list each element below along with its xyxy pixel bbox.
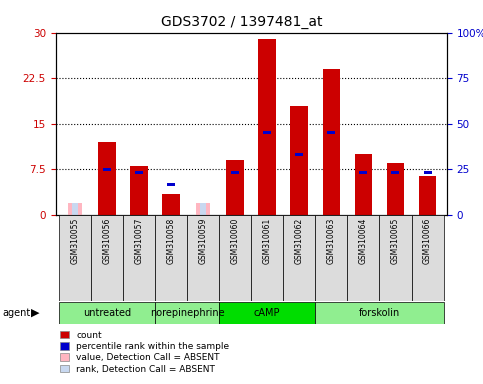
Bar (315, 302, 443, 324)
Text: ▶: ▶ (31, 308, 40, 318)
Bar (295, 153, 303, 156)
Text: GSM310060: GSM310060 (230, 218, 240, 264)
Bar (355, 154, 372, 215)
Bar (315, 215, 347, 301)
Bar (263, 131, 271, 134)
Bar (327, 131, 335, 134)
Bar (290, 106, 308, 215)
Bar (196, 203, 210, 215)
Bar (130, 166, 148, 215)
Text: GSM310056: GSM310056 (102, 218, 112, 264)
Bar (59, 215, 91, 301)
Text: untreated: untreated (83, 308, 131, 318)
Bar (123, 215, 155, 301)
Bar (283, 215, 315, 301)
Text: GSM310055: GSM310055 (71, 218, 79, 264)
Bar (219, 215, 251, 301)
Legend: count, percentile rank within the sample, value, Detection Call = ABSENT, rank, : count, percentile rank within the sample… (58, 329, 231, 376)
Bar (59, 302, 155, 324)
Bar (135, 171, 143, 174)
Text: GSM310065: GSM310065 (391, 218, 400, 264)
Text: GSM310059: GSM310059 (199, 218, 208, 264)
Bar (103, 168, 111, 171)
Text: forskolin: forskolin (359, 308, 400, 318)
Bar (187, 215, 219, 301)
Bar (251, 215, 283, 301)
Text: GSM310057: GSM310057 (134, 218, 143, 264)
Text: GSM310061: GSM310061 (263, 218, 272, 264)
Text: GSM310058: GSM310058 (167, 218, 175, 264)
Text: agent: agent (2, 308, 30, 318)
Bar (167, 183, 175, 186)
Text: norepinephrine: norepinephrine (150, 308, 224, 318)
Text: cAMP: cAMP (254, 308, 281, 318)
Bar (323, 69, 340, 215)
Bar (419, 175, 436, 215)
Text: GDS3702 / 1397481_at: GDS3702 / 1397481_at (161, 15, 322, 29)
Bar (91, 215, 123, 301)
Text: GSM310064: GSM310064 (359, 218, 368, 264)
Bar (72, 203, 78, 215)
Bar (155, 302, 219, 324)
Bar (258, 39, 276, 215)
Bar (347, 215, 380, 301)
Bar (200, 203, 206, 215)
Bar (412, 215, 443, 301)
Bar (227, 161, 244, 215)
Bar (231, 171, 239, 174)
Bar (391, 171, 399, 174)
Bar (219, 302, 315, 324)
Bar (387, 163, 404, 215)
Bar (68, 203, 82, 215)
Bar (424, 171, 431, 174)
Bar (155, 215, 187, 301)
Text: GSM310062: GSM310062 (295, 218, 304, 264)
Bar (380, 215, 412, 301)
Text: GSM310066: GSM310066 (423, 218, 432, 264)
Bar (162, 194, 180, 215)
Text: GSM310063: GSM310063 (327, 218, 336, 264)
Bar (359, 171, 368, 174)
Bar (98, 142, 115, 215)
